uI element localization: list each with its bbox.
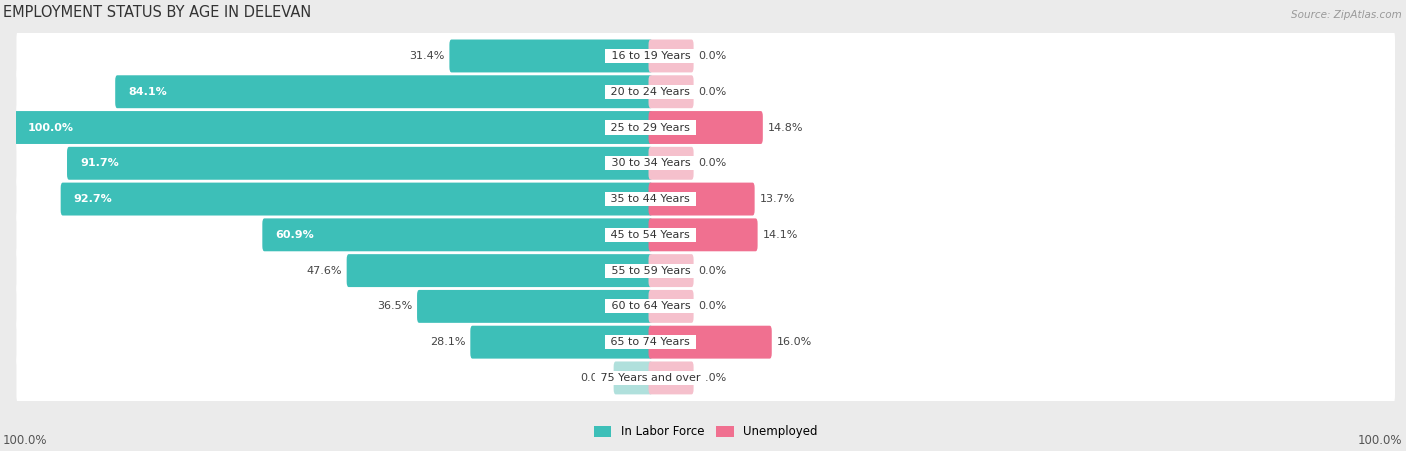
Text: 84.1%: 84.1% [128, 87, 167, 97]
FancyBboxPatch shape [17, 135, 1395, 191]
FancyBboxPatch shape [648, 147, 693, 180]
Text: 14.1%: 14.1% [762, 230, 797, 240]
FancyBboxPatch shape [14, 111, 652, 144]
FancyBboxPatch shape [67, 147, 652, 180]
Text: 14.8%: 14.8% [768, 123, 803, 133]
FancyBboxPatch shape [471, 326, 652, 359]
Text: 91.7%: 91.7% [80, 158, 120, 168]
Text: 30 to 34 Years: 30 to 34 Years [607, 158, 693, 168]
Text: 75 Years and over: 75 Years and over [598, 373, 704, 383]
Text: 25 to 29 Years: 25 to 29 Years [607, 123, 693, 133]
FancyBboxPatch shape [648, 326, 772, 359]
FancyBboxPatch shape [17, 350, 1395, 406]
Text: 60.9%: 60.9% [276, 230, 314, 240]
Text: 16 to 19 Years: 16 to 19 Years [607, 51, 693, 61]
Text: 28.1%: 28.1% [430, 337, 465, 347]
FancyBboxPatch shape [648, 290, 693, 323]
Text: 0.0%: 0.0% [699, 266, 727, 276]
Text: 20 to 24 Years: 20 to 24 Years [607, 87, 693, 97]
FancyBboxPatch shape [17, 64, 1395, 120]
FancyBboxPatch shape [648, 218, 758, 251]
FancyBboxPatch shape [347, 254, 652, 287]
Text: Source: ZipAtlas.com: Source: ZipAtlas.com [1291, 10, 1402, 20]
Text: 47.6%: 47.6% [307, 266, 342, 276]
FancyBboxPatch shape [648, 183, 755, 216]
Text: 100.0%: 100.0% [28, 123, 73, 133]
FancyBboxPatch shape [613, 362, 652, 394]
Text: 0.0%: 0.0% [699, 301, 727, 311]
FancyBboxPatch shape [17, 243, 1395, 299]
FancyBboxPatch shape [648, 362, 693, 394]
Text: 60 to 64 Years: 60 to 64 Years [607, 301, 693, 311]
Text: 36.5%: 36.5% [377, 301, 412, 311]
Text: 0.0%: 0.0% [581, 373, 609, 383]
Text: 55 to 59 Years: 55 to 59 Years [607, 266, 693, 276]
FancyBboxPatch shape [17, 28, 1395, 84]
Text: 0.0%: 0.0% [699, 158, 727, 168]
Text: 16.0%: 16.0% [776, 337, 811, 347]
Text: EMPLOYMENT STATUS BY AGE IN DELEVAN: EMPLOYMENT STATUS BY AGE IN DELEVAN [3, 5, 311, 20]
FancyBboxPatch shape [17, 278, 1395, 334]
Legend: In Labor Force, Unemployed: In Labor Force, Unemployed [589, 421, 823, 443]
FancyBboxPatch shape [17, 314, 1395, 370]
FancyBboxPatch shape [648, 40, 693, 73]
FancyBboxPatch shape [648, 111, 763, 144]
FancyBboxPatch shape [60, 183, 652, 216]
Text: 45 to 54 Years: 45 to 54 Years [607, 230, 693, 240]
Text: 92.7%: 92.7% [73, 194, 112, 204]
Text: 0.0%: 0.0% [699, 87, 727, 97]
FancyBboxPatch shape [17, 171, 1395, 227]
FancyBboxPatch shape [450, 40, 652, 73]
Text: 100.0%: 100.0% [3, 434, 48, 447]
Text: 35 to 44 Years: 35 to 44 Years [607, 194, 693, 204]
FancyBboxPatch shape [648, 254, 693, 287]
Text: 31.4%: 31.4% [409, 51, 444, 61]
FancyBboxPatch shape [418, 290, 652, 323]
Text: 65 to 74 Years: 65 to 74 Years [607, 337, 693, 347]
FancyBboxPatch shape [17, 207, 1395, 263]
FancyBboxPatch shape [263, 218, 652, 251]
FancyBboxPatch shape [115, 75, 652, 108]
FancyBboxPatch shape [648, 75, 693, 108]
Text: 0.0%: 0.0% [699, 373, 727, 383]
Text: 100.0%: 100.0% [1357, 434, 1402, 447]
Text: 13.7%: 13.7% [759, 194, 794, 204]
Text: 0.0%: 0.0% [699, 51, 727, 61]
FancyBboxPatch shape [17, 100, 1395, 156]
